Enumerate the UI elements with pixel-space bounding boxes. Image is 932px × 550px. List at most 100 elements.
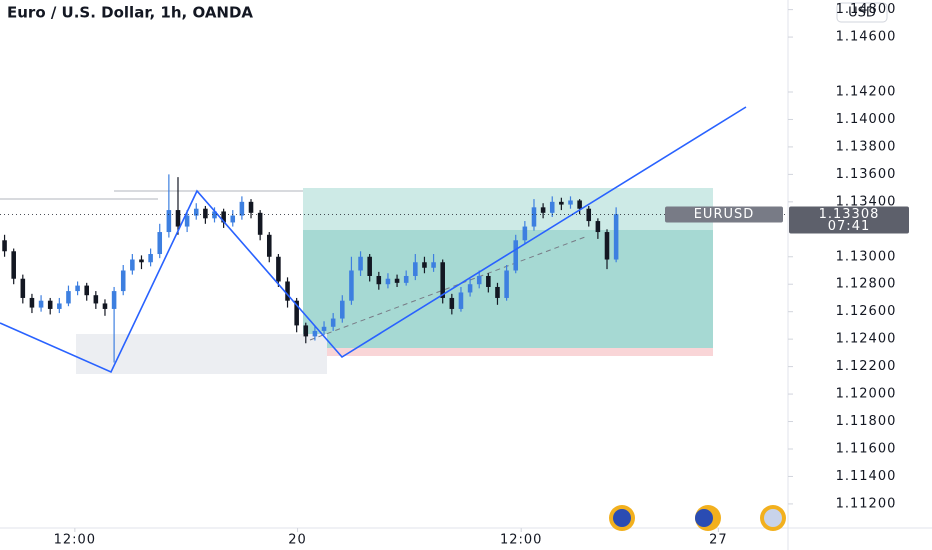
chart-title: Euro / U.S. Dollar, 1h, OANDA: [7, 4, 253, 22]
y-tick-label: 1.14600: [836, 30, 897, 45]
range-box: [76, 334, 327, 374]
candle-body: [403, 275, 409, 283]
logo: [695, 509, 713, 527]
symbol-label-bg: [665, 206, 783, 223]
candle-body: [111, 291, 117, 309]
candle-body: [93, 295, 99, 304]
candle-body: [504, 270, 509, 298]
y-tick-label: 1.12800: [836, 277, 897, 292]
candle-body: [184, 215, 190, 227]
candle-body: [559, 201, 564, 205]
candle-body: [11, 251, 16, 279]
candle-body: [595, 221, 601, 233]
currency-button[interactable]: [836, 2, 888, 23]
candle-body: [431, 262, 436, 268]
logos: [609, 505, 786, 531]
candle-body: [449, 297, 455, 309]
candle-body: [20, 278, 26, 298]
currency[interactable]: USD: [848, 6, 876, 21]
x-tick-label: 27: [709, 533, 728, 548]
candle-body: [312, 330, 318, 337]
candle-body: [230, 215, 236, 223]
candle-body: [38, 300, 44, 308]
trend-dashed: [309, 236, 586, 341]
candle-body: [367, 256, 372, 276]
candle-body: [385, 278, 391, 285]
candle-body: [422, 262, 427, 268]
candle-body: [522, 226, 528, 241]
candle-body: [130, 259, 135, 271]
zigzag-drawing: [0, 106, 747, 374]
candle-body: [266, 234, 272, 257]
candle-body: [340, 300, 345, 319]
candle-body: [175, 210, 181, 227]
candle-body: [221, 211, 226, 223]
y-tick-label: 1.11400: [836, 469, 897, 484]
candle-body: [531, 207, 537, 227]
candle-body: [29, 297, 35, 308]
y-tick-label: 1.11600: [836, 441, 897, 456]
candle-body: [467, 284, 473, 293]
price-label-bg: [789, 206, 909, 234]
y-tick-label: 1.14800: [836, 2, 897, 17]
y-tick-label: 1.11200: [836, 496, 897, 511]
x-tick-label: 12:00: [500, 533, 542, 548]
candle-body: [495, 286, 500, 298]
candle-body: [358, 256, 363, 271]
stop-zone: [303, 348, 713, 356]
candle-body: [248, 201, 254, 213]
candle-body: [47, 300, 53, 309]
candle-body: [102, 303, 108, 309]
y-tick-label: 1.11800: [836, 414, 897, 429]
candle-body: [239, 201, 245, 216]
candle-body: [285, 281, 290, 301]
candle-body: [349, 270, 354, 301]
y-tick-label: 1.14000: [836, 112, 897, 127]
candle-body: [549, 201, 555, 213]
candle-body: [2, 240, 7, 252]
y-tick-label: 1.14200: [836, 84, 897, 99]
candle-body: [120, 270, 126, 292]
candle-body: [476, 275, 482, 285]
candle-body: [303, 325, 309, 337]
candle-body: [139, 259, 144, 263]
candle-body: [157, 232, 163, 255]
candle-body: [513, 240, 519, 271]
candle-body: [586, 208, 592, 222]
price-label: 1.13308: [819, 207, 880, 222]
candle-body: [613, 214, 619, 260]
candle-body: [330, 318, 336, 327]
y-tick-label: 1.12200: [836, 359, 897, 374]
candle-body: [276, 256, 281, 282]
candle-body: [577, 200, 582, 209]
candles: [2, 174, 619, 363]
y-tick-label: 1.12600: [836, 304, 897, 319]
candle-body: [148, 254, 153, 263]
candle-body: [193, 208, 199, 216]
candle-body: [376, 275, 382, 285]
candle-body: [166, 210, 172, 233]
drawings: [0, 188, 713, 374]
symbol-label: EURUSD: [694, 207, 755, 222]
candle-body: [75, 285, 80, 292]
candle-body: [257, 212, 263, 235]
candle-body: [394, 278, 400, 283]
candle-body: [440, 262, 445, 298]
candle-body: [321, 326, 327, 331]
candle-body: [413, 262, 418, 276]
candle-body: [294, 300, 299, 326]
target-zone: [303, 188, 713, 230]
y-tick-label: 1.13400: [836, 194, 897, 209]
countdown: 07:41: [828, 219, 870, 234]
candle-body: [66, 291, 71, 304]
candle-body: [568, 200, 573, 205]
candle-body: [458, 292, 464, 309]
x-tick-label: 20: [288, 533, 307, 548]
candle-body: [486, 275, 491, 287]
logo: [764, 509, 782, 527]
candle-body: [540, 207, 546, 213]
y-tick-label: 1.13800: [836, 139, 897, 154]
logo: [613, 509, 631, 527]
y-tick-label: 1.13600: [836, 167, 897, 182]
